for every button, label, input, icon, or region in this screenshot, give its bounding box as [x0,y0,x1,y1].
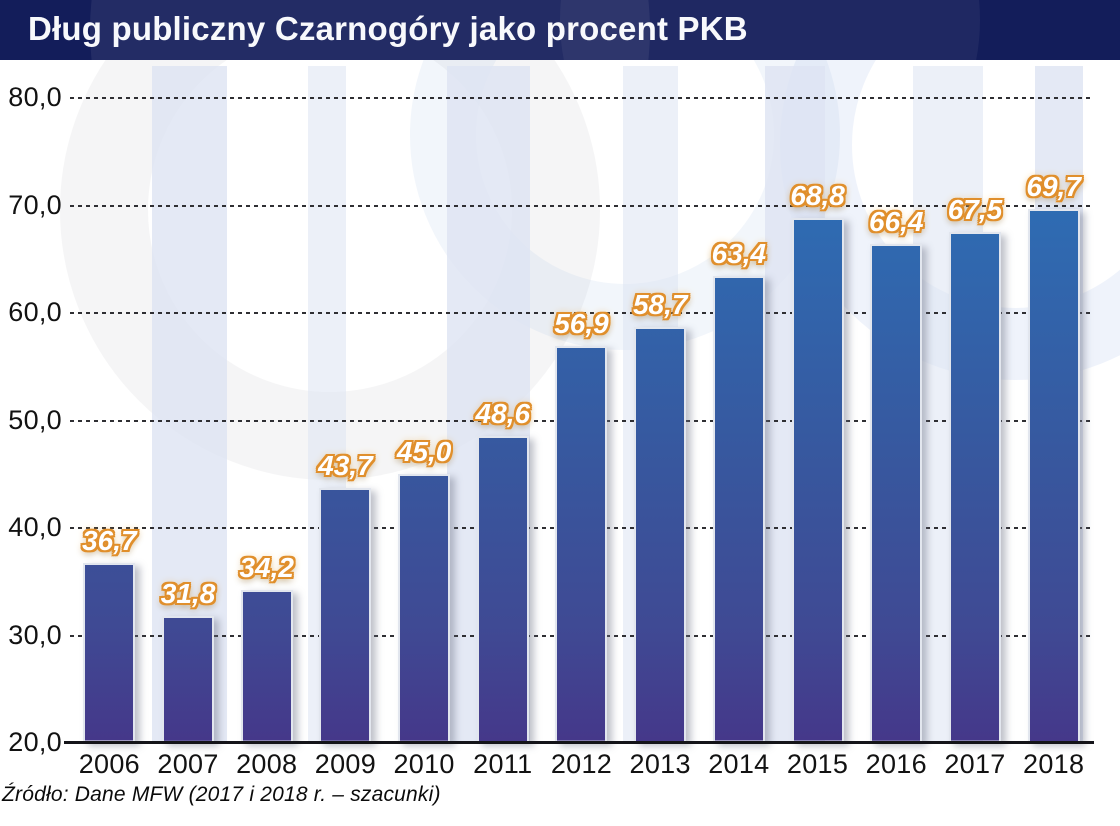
x-tick-label-2007: 2007 [157,749,219,779]
titlebar-watermark-circle [90,0,650,60]
bar-group-2016: 66,4 [857,98,936,743]
x-tick-label-2013: 2013 [629,749,691,779]
x-axis-labels: 2006 2007 2008 2009 2010 2011 2012 2013 2014 2015… [70,749,1093,783]
bar-group-2009: 43,7 [306,98,385,743]
bar-2013 [634,326,687,743]
bar-2007 [162,616,215,743]
value-label-2018: 69,7 [1026,170,1081,202]
x-axis-line [64,741,1094,744]
plot-area: 36,7 31,8 34,2 43,7 45,0 48,6 56,9 58,7 63,4 68,8… [70,97,1093,743]
bar-2008 [240,590,293,743]
gridline-60 [70,312,1093,314]
value-label-2015: 68,8 [790,180,845,212]
bar-2014 [712,276,765,743]
bar-group-2010: 45,0 [385,98,464,743]
value-label-2012: 56,9 [554,308,609,340]
bar-2006 [83,563,136,743]
x-tick-label-2012: 2012 [550,749,613,779]
value-label-2016: 66,4 [869,206,924,238]
x-tick-label-2010: 2010 [393,749,455,779]
y-tick-label-70: 70,0 [8,189,62,220]
bar-2012 [555,346,608,743]
y-tick-label-20: 20,0 [8,727,62,757]
bar-2009 [319,488,372,743]
value-label-2010: 45,0 [396,436,452,468]
bar-2011 [476,435,529,743]
title-bar: Dług publiczny Czarnogóry jako procent P… [0,0,1120,60]
x-tick-label-2011: 2011 [473,749,533,779]
y-tick-label-60: 60,0 [8,297,62,327]
x-tick-label-2006: 2006 [78,749,140,779]
source-note: Źródło: Dane MFW (2017 i 2018 r. – szacu… [2,783,441,806]
bar-2015 [791,218,844,743]
bar-2016 [870,244,923,743]
bar-group-2012: 56,9 [542,98,621,743]
chart-title: Dług publiczny Czarnogóry jako procent P… [28,10,748,47]
value-label-2007: 31,8 [160,578,216,610]
x-tick-label-2015: 2015 [786,749,849,779]
gridline-80 [70,97,1093,99]
x-tick-label-2014: 2014 [708,749,770,779]
gridline-70 [70,204,1093,207]
bar-group-2014: 63,4 [700,98,779,743]
x-tick-label-2009: 2009 [314,749,377,779]
value-label-2011: 48,6 [475,397,531,429]
value-label-2013: 58,7 [632,288,688,320]
bar-2017 [948,232,1001,743]
bar-group-2017: 67,5 [936,98,1015,743]
y-tick-label-40: 40,0 [8,512,62,542]
value-label-2008: 34,2 [239,552,294,584]
bar-group-2007: 31,8 [149,98,228,743]
bar-group-2015: 68,8 [778,98,857,743]
y-tick-label-50: 50,0 [8,404,62,435]
y-tick-label-80: 80,0 [8,82,62,112]
value-label-2006: 36,7 [82,525,137,557]
bar-group-2013: 58,7 [621,98,700,743]
bar-group-2006: 36,7 [70,98,149,743]
bar-group-2011: 48,6 [463,98,542,743]
y-tick-label-30: 30,0 [8,619,62,650]
x-tick-label-2018: 2018 [1023,749,1085,779]
value-label-2014: 63,4 [711,238,767,270]
bar-group-2008: 34,2 [227,98,306,743]
titlebar-watermark-circle [560,0,980,60]
value-label-2017: 67,5 [947,194,1003,226]
bar-2010 [398,474,451,743]
x-tick-label-2017: 2017 [944,749,1006,779]
x-tick-label-2008: 2008 [236,749,298,779]
bar-2018 [1027,208,1080,743]
bar-group-2018: 69,7 [1014,98,1093,743]
value-label-2009: 43,7 [318,450,373,482]
x-tick-label-2016: 2016 [865,749,927,779]
